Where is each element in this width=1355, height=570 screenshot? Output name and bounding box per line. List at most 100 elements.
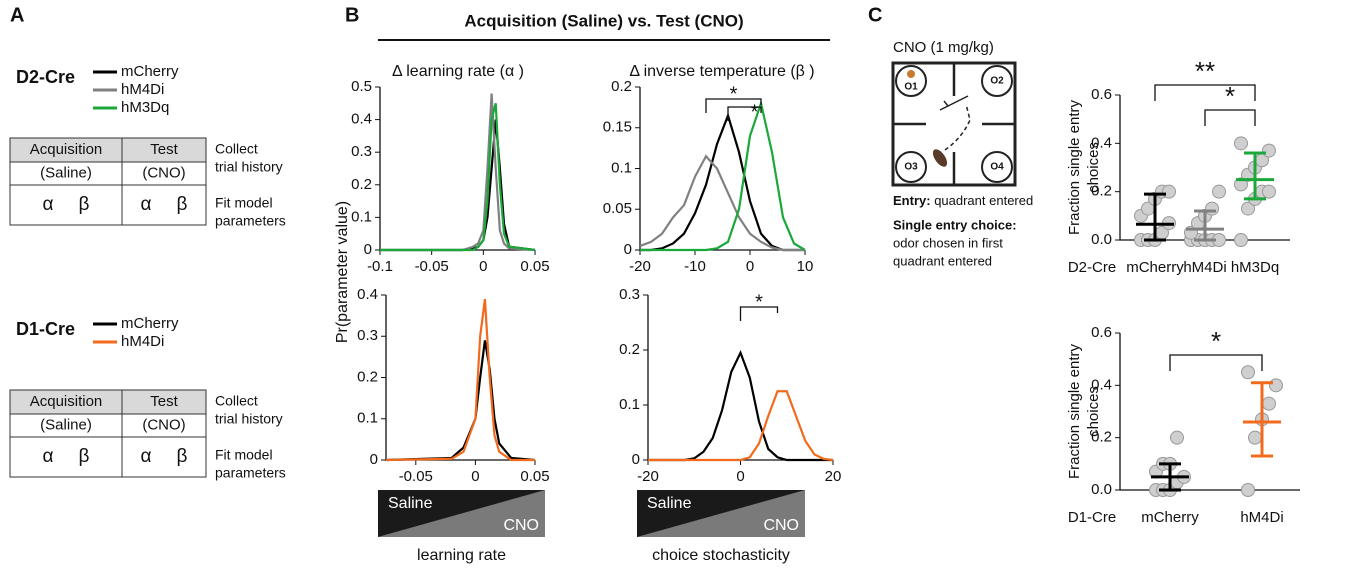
y-tick-label: 0.6 [1091, 324, 1112, 341]
table-cell: α [141, 446, 152, 467]
data-point [1212, 184, 1226, 199]
significance-label: * [751, 101, 759, 123]
column-title: Δ learning rate (α ) [392, 63, 524, 80]
y-tick-label: 0.1 [619, 396, 640, 413]
significance-bracket [727, 106, 762, 121]
table-cell: (Saline) [40, 416, 92, 433]
legend-label: hM4Di [121, 81, 164, 98]
legend-label: mCherry [121, 315, 179, 332]
y-tick-label: 0 [624, 241, 632, 258]
axis [639, 87, 805, 251]
scale-right: CNO [503, 517, 539, 534]
panel-label: A [10, 4, 24, 26]
scale-bar-wedge [378, 490, 545, 537]
table-note: Collect [215, 393, 258, 409]
group-label: D1-Cre [1068, 509, 1116, 526]
scale-caption: choice stochasticity [652, 547, 790, 564]
y-tick-label: 0 [632, 451, 640, 468]
density-line [648, 390, 834, 462]
data-point [1234, 233, 1248, 247]
x-tick-label: -20 [637, 468, 659, 485]
axis [379, 87, 535, 251]
odor-label: O1 [904, 82, 918, 93]
maze [891, 61, 1017, 187]
y-axis-label: choices [1085, 386, 1102, 437]
density-line [380, 103, 536, 252]
legend-entry: Entry: quadrant entered [893, 193, 1033, 208]
data-point [1234, 177, 1248, 192]
density-line [385, 298, 535, 462]
panel-label: B [345, 4, 359, 26]
significance-bracket [739, 306, 779, 321]
significance-bracket [1169, 354, 1263, 371]
group-title: D1-Cre [16, 319, 75, 339]
table-cell: (CNO) [142, 416, 185, 433]
table-note: trial history [215, 411, 283, 427]
x-tick-label: 0 [479, 258, 487, 275]
data-point [1262, 184, 1276, 199]
legend-text: quadrant entered [893, 253, 992, 268]
data-point [1241, 365, 1255, 380]
y-tick-label: 0.05 [603, 200, 632, 217]
y-tick-label: 0.6 [1091, 86, 1112, 103]
table-header [9, 137, 207, 163]
panel-title: Acquisition (Saline) vs. Test (CNO) [464, 11, 743, 30]
x-tick-label: 0 [471, 468, 479, 485]
y-tick-label: 0.1 [351, 208, 372, 225]
data-point [1262, 396, 1276, 411]
density-line [648, 349, 833, 462]
legend-label: hM3Dq [121, 99, 169, 116]
axis [385, 295, 535, 461]
legend-label: hM4Di [121, 333, 164, 350]
table-note: parameters [215, 465, 286, 481]
table-note: Fit model [215, 195, 273, 211]
legend-text: quadrant entered [934, 193, 1033, 208]
maze-title: CNO (1 mg/kg) [893, 39, 994, 56]
table-note: trial history [215, 159, 283, 175]
table-body [9, 413, 207, 478]
y-tick-label: 0.3 [351, 143, 372, 160]
table-cell: β [177, 446, 188, 467]
y-tick-label: 0.5 [351, 78, 372, 95]
y-tick-label: 0.2 [351, 176, 372, 193]
y-tick-label: 0.1 [611, 159, 632, 176]
table-cell: α [141, 194, 152, 215]
density-line [380, 93, 536, 252]
x-tick-label: hM4Di [1240, 509, 1283, 526]
density-line [385, 340, 536, 462]
y-tick-label: 0.3 [619, 286, 640, 303]
y-axis-label: Pr(parameter value) [334, 201, 351, 343]
x-tick-label: -0.05 [399, 468, 433, 485]
data-point [1241, 201, 1255, 216]
scale-caption: learning rate [417, 547, 506, 564]
table-note: Collect [215, 141, 258, 157]
y-tick-label: 0.3 [357, 327, 378, 344]
y-tick-label: 0.15 [603, 119, 632, 136]
table-header [9, 389, 207, 415]
legend-label: mCherry [121, 63, 179, 80]
mouse-icon [932, 149, 948, 167]
odor-label: O4 [990, 162, 1004, 173]
x-tick-label: 0 [736, 468, 744, 485]
legend-text: odor chosen in first [893, 235, 1003, 250]
odor-label: O2 [990, 76, 1004, 87]
x-tick-label: hM4Di [1183, 259, 1226, 276]
x-tick-label: -0.05 [415, 258, 449, 275]
table-cell: α [43, 194, 54, 215]
table-cell: Test [150, 393, 178, 410]
significance-bracket [1204, 109, 1256, 126]
table-note: parameters [215, 213, 286, 229]
x-tick-label: -10 [684, 258, 706, 275]
y-tick-label: 0.2 [619, 341, 640, 358]
data-point [1241, 483, 1255, 497]
x-tick-label: 0.05 [520, 468, 549, 485]
x-tick-label: 0.05 [520, 258, 549, 275]
group-label: D2-Cre [1068, 259, 1116, 276]
x-tick-label: mCherry [1126, 259, 1184, 276]
y-tick-label: 0.1 [357, 410, 378, 427]
y-tick-label: 0.4 [1091, 134, 1112, 151]
column-title: Δ inverse temperature (β ) [629, 63, 814, 80]
scale-bar-wedge [637, 490, 805, 537]
legend-term: Single entry choice: [893, 217, 1017, 232]
